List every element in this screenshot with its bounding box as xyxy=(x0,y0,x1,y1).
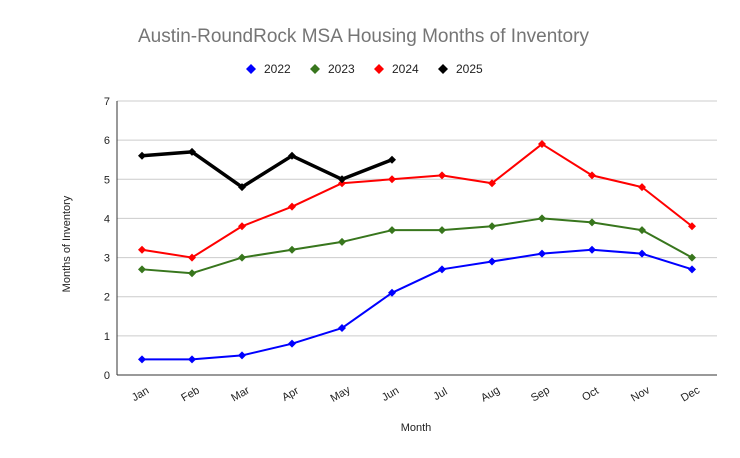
data-point xyxy=(288,151,296,160)
data-point xyxy=(588,218,596,227)
data-point xyxy=(338,237,346,246)
chart-title: Austin-RoundRock MSA Housing Months of I… xyxy=(138,26,589,47)
legend: 2022 2023 2024 2025 xyxy=(246,62,483,76)
legend-label: 2022 xyxy=(264,62,291,76)
gridlines xyxy=(117,100,717,337)
legend-item-2025: 2025 xyxy=(438,62,483,76)
legend-label: 2025 xyxy=(456,62,483,76)
series-2023 xyxy=(138,214,696,278)
series-line xyxy=(142,248,693,361)
y-tick-label: 6 xyxy=(104,135,110,147)
data-point xyxy=(388,288,396,297)
data-point xyxy=(338,175,346,184)
y-tick-label: 3 xyxy=(104,253,110,265)
data-point xyxy=(388,155,396,164)
series-2024 xyxy=(138,140,696,262)
data-point xyxy=(688,253,696,262)
legend-item-2024: 2024 xyxy=(374,62,419,76)
legend-label: 2024 xyxy=(392,62,419,76)
data-point xyxy=(288,339,296,348)
data-point xyxy=(688,265,696,274)
series-2025 xyxy=(138,147,396,192)
data-point xyxy=(488,222,496,231)
data-point xyxy=(188,147,196,156)
data-point xyxy=(588,245,596,254)
data-point xyxy=(138,245,146,254)
x-tick-label: Oct xyxy=(580,385,601,404)
data-point xyxy=(188,355,196,364)
data-point xyxy=(438,171,446,180)
series-line xyxy=(141,217,693,275)
y-tick-label: 5 xyxy=(104,174,110,186)
data-point xyxy=(638,249,646,258)
x-axis-ticks: Jan Feb Mar Apr May Jun Jul Aug Sep Oct Nov Dec xyxy=(130,384,703,405)
y-tick-label: 7 xyxy=(104,96,110,108)
y-axis-title: Months of Inventory xyxy=(61,195,73,292)
data-point xyxy=(288,202,296,211)
x-tick-label: Dec xyxy=(679,384,702,404)
series-2022 xyxy=(138,245,696,364)
data-point xyxy=(488,257,496,266)
data-point xyxy=(538,249,546,258)
x-tick-label: Nov xyxy=(629,384,652,404)
data-point xyxy=(388,226,396,235)
y-tick-label: 1 xyxy=(104,331,110,343)
data-point xyxy=(588,171,596,180)
data-point xyxy=(438,226,446,235)
legend-marker xyxy=(246,64,256,74)
data-point xyxy=(238,222,246,231)
x-tick-label: Sep xyxy=(529,384,552,404)
data-point xyxy=(138,151,146,160)
series-line xyxy=(141,150,393,189)
x-tick-label: Jul xyxy=(431,386,449,403)
series-group xyxy=(138,140,696,364)
y-tick-label: 0 xyxy=(104,370,110,382)
x-tick-label: Jan xyxy=(130,385,151,404)
x-tick-label: May xyxy=(329,384,353,405)
data-point xyxy=(538,214,546,223)
legend-label: 2023 xyxy=(328,62,355,76)
data-point xyxy=(238,183,246,192)
legend-marker xyxy=(310,64,320,74)
data-point xyxy=(538,140,546,149)
data-point xyxy=(238,253,246,262)
data-point xyxy=(638,226,646,235)
data-point xyxy=(388,175,396,184)
x-tick-label: Feb xyxy=(179,384,201,404)
data-point xyxy=(638,183,646,192)
data-point xyxy=(138,355,146,364)
data-point xyxy=(288,245,296,254)
data-point xyxy=(338,324,346,333)
series-line xyxy=(141,143,693,259)
data-point xyxy=(188,253,196,262)
axes xyxy=(116,101,717,376)
legend-marker xyxy=(438,64,448,74)
x-tick-label: Jun xyxy=(380,385,401,404)
data-point xyxy=(438,265,446,274)
data-point xyxy=(688,222,696,231)
legend-item-2023: 2023 xyxy=(310,62,355,76)
data-point xyxy=(238,351,246,360)
y-tick-label: 4 xyxy=(104,213,110,225)
x-tick-label: Mar xyxy=(229,384,252,404)
legend-item-2022: 2022 xyxy=(246,62,291,76)
y-axis-ticks: 0 1 2 3 4 5 6 7 xyxy=(104,96,110,382)
x-tick-label: Aug xyxy=(479,384,502,404)
legend-marker xyxy=(374,64,384,74)
x-axis-title: Month xyxy=(401,422,432,434)
y-tick-label: 2 xyxy=(104,292,110,304)
data-point xyxy=(188,269,196,278)
data-point xyxy=(488,179,496,188)
x-tick-label: Apr xyxy=(280,385,301,404)
data-point xyxy=(138,265,146,274)
